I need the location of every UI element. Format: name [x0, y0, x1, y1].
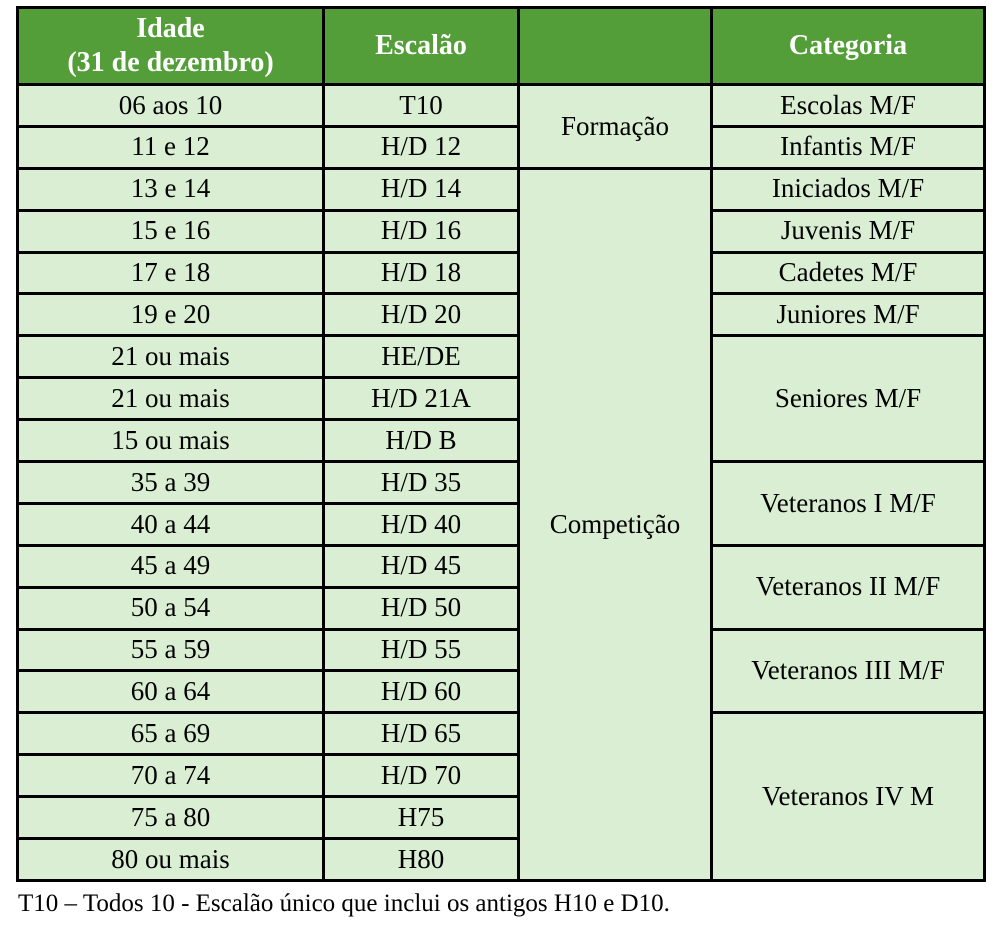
header-escalao: Escalão [322, 6, 520, 86]
categoria-cell: Escolas M/F [710, 83, 986, 128]
table-row: 65 a 69 H/D 65 Veteranos IV M [16, 711, 986, 882]
fase-cell: Formação [517, 83, 713, 170]
header-fase [517, 6, 713, 86]
escalao-cell: H/D 12 [322, 124, 520, 170]
idade-cell: 55 a 59 [16, 627, 325, 673]
categoria-cell: Cadetes M/F [710, 250, 986, 296]
idade-cell: 45 a 49 [16, 543, 325, 589]
table-row: 60 a 64 H/D 60 [16, 669, 985, 715]
table-row: 19 e 20 H/D 20 Juniores M/F [16, 292, 986, 338]
categoria-cell: Juniores M/F [710, 292, 986, 338]
table-row: 21 ou mais H/D 21A [16, 376, 985, 422]
categoria-cell: Veteranos III M/F [710, 627, 986, 715]
idade-cell: 60 a 64 [16, 669, 325, 715]
idade-cell: 11 e 12 [16, 124, 325, 170]
idade-cell: 17 e 18 [16, 250, 325, 296]
table-row: 13 e 14 H/D 14 Competição Iniciados M/F [16, 166, 986, 882]
age-categories-table: Idade (31 de dezembro) Escalão Categoria… [16, 6, 986, 882]
idade-cell: 15 e 16 [16, 208, 325, 254]
escalao-cell: H/D 45 [322, 543, 520, 589]
idade-cell: 80 ou mais [16, 837, 325, 882]
idade-cell: 75 a 80 [16, 795, 325, 841]
table-row: 11 e 12 H/D 12 Infantis M/F [16, 124, 986, 170]
categoria-cell: Infantis M/F [710, 124, 986, 170]
table-row: 80 ou mais H80 [16, 837, 985, 882]
header-idade-line1: Idade [136, 13, 205, 45]
table-row: 17 e 18 H/D 18 Cadetes M/F [16, 250, 986, 296]
idade-cell: 06 aos 10 [16, 83, 325, 128]
header-categoria: Categoria [710, 6, 986, 86]
idade-cell: 21 ou mais [16, 334, 325, 380]
escalao-cell: T10 [322, 83, 520, 128]
categoria-cell: Juvenis M/F [710, 208, 986, 254]
categoria-cell: Veteranos II M/F [710, 543, 986, 631]
escalao-cell: H/D 70 [322, 753, 520, 799]
idade-cell: 21 ou mais [16, 376, 325, 422]
escalao-cell: H/D 55 [322, 627, 520, 673]
table-row: 70 a 74 H/D 70 [16, 753, 985, 799]
escalao-cell: H/D 16 [322, 208, 520, 254]
escalao-cell: H75 [322, 795, 520, 841]
escalao-cell: H/D 65 [322, 711, 520, 757]
categoria-cell: Veteranos I M/F [710, 460, 986, 547]
escalao-cell: H/D 14 [322, 166, 520, 212]
header-idade-line2: (31 de dezembro) [67, 47, 274, 78]
escalao-cell: HE/DE [322, 334, 520, 380]
header-idade: Idade (31 de dezembro) [16, 6, 325, 86]
table-row: 35 a 39 H/D 35 Veteranos I M/F [16, 460, 986, 547]
categoria-cell: Iniciados M/F [710, 166, 986, 212]
escalao-cell: H/D 18 [322, 250, 520, 296]
escalao-cell: H/D B [322, 418, 520, 464]
table-row: 15 e 16 H/D 16 Juvenis M/F [16, 208, 986, 254]
idade-cell: 15 ou mais [16, 418, 325, 464]
idade-cell: 40 a 44 [16, 501, 325, 547]
table-header-row: Idade (31 de dezembro) Escalão Categoria [16, 6, 986, 86]
table-row: 45 a 49 H/D 45 Veteranos II M/F [16, 543, 986, 631]
table-row: 55 a 59 H/D 55 Veteranos III M/F [16, 627, 986, 715]
table-row: 15 ou mais H/D B [16, 418, 985, 464]
table-row: 40 a 44 H/D 40 [16, 501, 985, 547]
table-row: 06 aos 10 T10 Formação Escolas M/F [16, 83, 986, 170]
table-row: 50 a 54 H/D 50 [16, 585, 985, 631]
escalao-cell: H/D 35 [322, 460, 520, 505]
footnote: T10 – Todos 10 - Escalão único que inclu… [18, 889, 670, 917]
idade-cell: 19 e 20 [16, 292, 325, 338]
categoria-cell: Veteranos IV M [710, 711, 986, 882]
table-row: 75 a 80 H75 [16, 795, 985, 841]
escalao-cell: H80 [322, 837, 520, 882]
categoria-cell: Seniores M/F [710, 334, 986, 464]
idade-cell: 70 a 74 [16, 753, 325, 799]
escalao-cell: H/D 20 [322, 292, 520, 338]
escalao-cell: H/D 50 [322, 585, 520, 631]
escalao-cell: H/D 60 [322, 669, 520, 715]
idade-cell: 13 e 14 [16, 166, 325, 212]
escalao-cell: H/D 21A [322, 376, 520, 422]
table-row: 21 ou mais HE/DE Seniores M/F [16, 334, 986, 464]
fase-cell: Competição [517, 166, 713, 882]
idade-cell: 65 a 69 [16, 711, 325, 757]
idade-cell: 50 a 54 [16, 585, 325, 631]
escalao-cell: H/D 40 [322, 501, 520, 547]
idade-cell: 35 a 39 [16, 460, 325, 505]
